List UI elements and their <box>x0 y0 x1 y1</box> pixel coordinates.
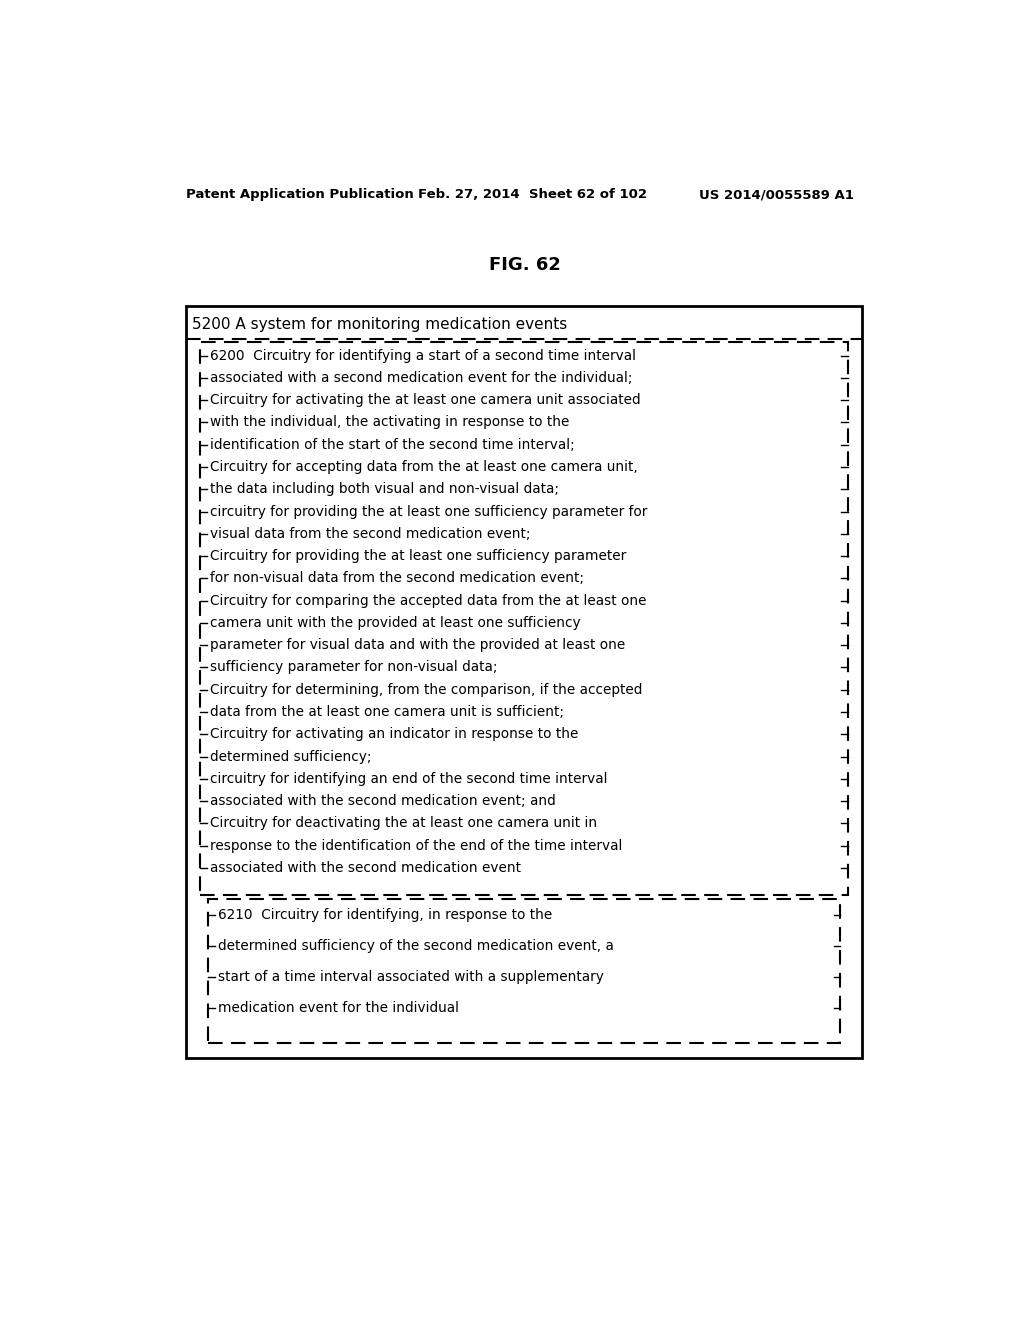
Text: data from the at least one camera unit is sufficient;: data from the at least one camera unit i… <box>210 705 564 719</box>
Text: Circuitry for comparing the accepted data from the at least one: Circuitry for comparing the accepted dat… <box>210 594 646 607</box>
Text: the data including both visual and non-visual data;: the data including both visual and non-v… <box>210 482 559 496</box>
Text: 6210  Circuitry for identifying, in response to the: 6210 Circuitry for identifying, in respo… <box>218 908 552 921</box>
Text: associated with the second medication event: associated with the second medication ev… <box>210 861 521 875</box>
Bar <box>186 306 862 1057</box>
Text: 6200  Circuitry for identifying a start of a second time interval: 6200 Circuitry for identifying a start o… <box>210 348 636 363</box>
Text: Circuitry for deactivating the at least one camera unit in: Circuitry for deactivating the at least … <box>210 816 597 830</box>
Text: FIG. 62: FIG. 62 <box>488 256 561 275</box>
Text: circuitry for providing the at least one sufficiency parameter for: circuitry for providing the at least one… <box>210 504 647 519</box>
Text: with the individual, the activating in response to the: with the individual, the activating in r… <box>210 416 569 429</box>
Text: 5200 A system for monitoring medication events: 5200 A system for monitoring medication … <box>193 317 567 331</box>
Text: parameter for visual data and with the provided at least one: parameter for visual data and with the p… <box>210 638 625 652</box>
Text: US 2014/0055589 A1: US 2014/0055589 A1 <box>699 189 854 202</box>
Text: for non-visual data from the second medication event;: for non-visual data from the second medi… <box>210 572 584 585</box>
Text: medication event for the individual: medication event for the individual <box>218 1002 459 1015</box>
Text: identification of the start of the second time interval;: identification of the start of the secon… <box>210 438 574 451</box>
Bar <box>208 899 840 1043</box>
Text: associated with the second medication event; and: associated with the second medication ev… <box>210 795 555 808</box>
Text: Circuitry for providing the at least one sufficiency parameter: Circuitry for providing the at least one… <box>210 549 626 564</box>
Text: Feb. 27, 2014  Sheet 62 of 102: Feb. 27, 2014 Sheet 62 of 102 <box>418 189 647 202</box>
Text: response to the identification of the end of the time interval: response to the identification of the en… <box>210 838 623 853</box>
Text: visual data from the second medication event;: visual data from the second medication e… <box>210 527 530 541</box>
Text: Circuitry for accepting data from the at least one camera unit,: Circuitry for accepting data from the at… <box>210 459 638 474</box>
Text: determined sufficiency;: determined sufficiency; <box>210 750 372 763</box>
Text: associated with a second medication event for the individual;: associated with a second medication even… <box>210 371 632 385</box>
Bar <box>201 342 848 895</box>
Text: Circuitry for activating the at least one camera unit associated: Circuitry for activating the at least on… <box>210 393 640 407</box>
Text: Patent Application Publication: Patent Application Publication <box>186 189 414 202</box>
Text: sufficiency parameter for non-visual data;: sufficiency parameter for non-visual dat… <box>210 660 498 675</box>
Text: Circuitry for determining, from the comparison, if the accepted: Circuitry for determining, from the comp… <box>210 682 642 697</box>
Text: start of a time interval associated with a supplementary: start of a time interval associated with… <box>218 970 603 985</box>
Text: circuitry for identifying an end of the second time interval: circuitry for identifying an end of the … <box>210 772 607 785</box>
Text: Circuitry for activating an indicator in response to the: Circuitry for activating an indicator in… <box>210 727 579 742</box>
Text: camera unit with the provided at least one sufficiency: camera unit with the provided at least o… <box>210 616 581 630</box>
Text: determined sufficiency of the second medication event, a: determined sufficiency of the second med… <box>218 939 613 953</box>
